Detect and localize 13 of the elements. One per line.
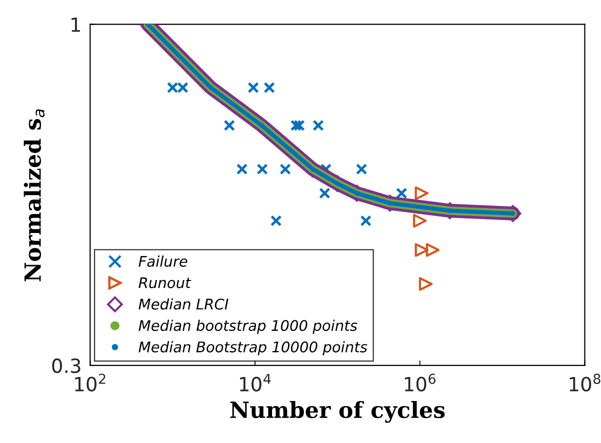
- legend-label: Failure: [138, 256, 188, 267]
- legend-label: Median LRCI: [138, 298, 228, 310]
- x-tick-label: 10$^{8}$: [570, 374, 600, 392]
- legend-label: Runout: [138, 277, 192, 288]
- x-tick-label: 10$^{2}$: [75, 374, 106, 392]
- x-tick-label: 10$^{6}$: [404, 374, 436, 392]
- legend-label: Median bootstrap 1000 points: [138, 320, 358, 334]
- y-axis-title: Normalized s$_{a}$: [24, 109, 45, 282]
- y-tick-label: 1: [72, 18, 80, 32]
- legend-label: Median Bootstrap 10000 points: [138, 341, 368, 356]
- x-tick-label: 10$^{4}$: [240, 374, 271, 392]
- x-axis-title: Number of cycles: [230, 400, 445, 423]
- y-tick-label: 0.3: [52, 358, 80, 374]
